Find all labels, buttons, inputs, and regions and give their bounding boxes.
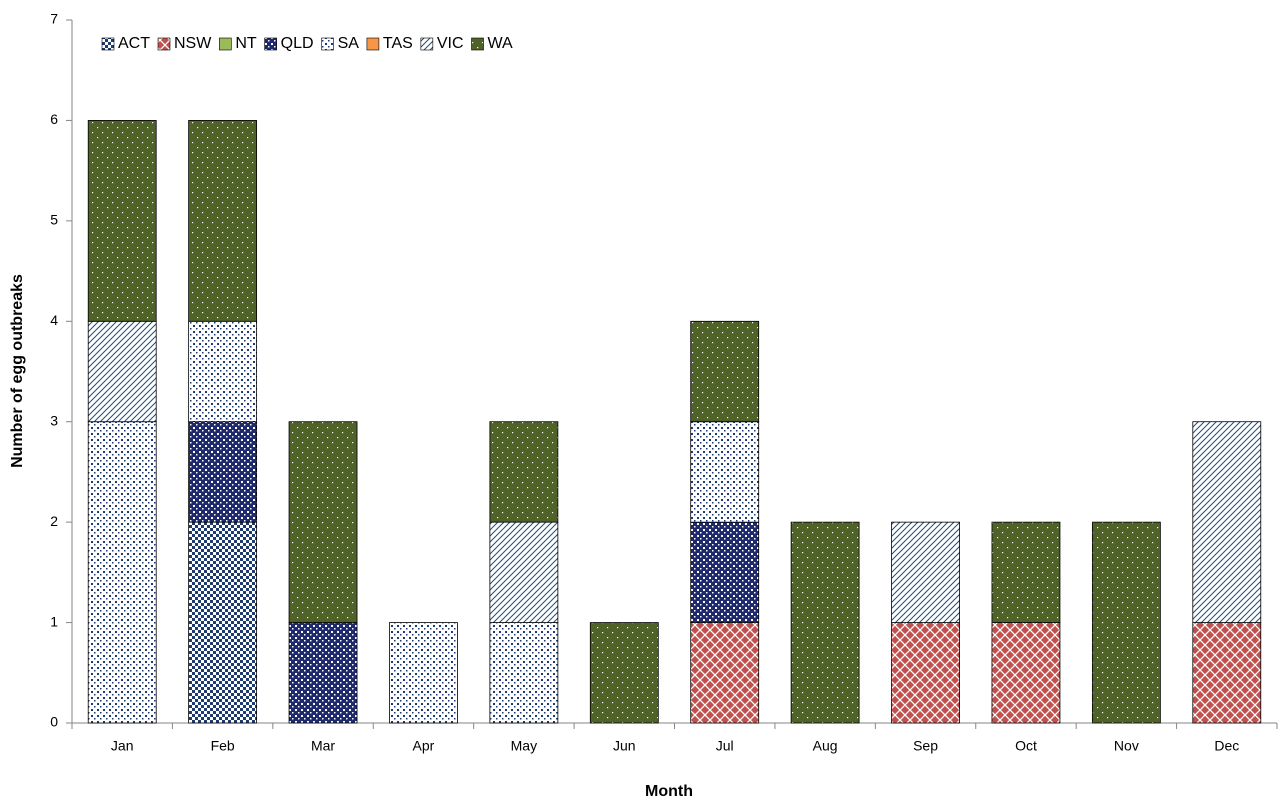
bar-segment — [891, 521, 960, 623]
x-tick-label: Mar — [311, 738, 335, 754]
x-tick-label: Sep — [913, 738, 938, 754]
y-tick-label: 1 — [50, 613, 58, 629]
bar-segment — [690, 622, 760, 724]
bar-segment — [790, 521, 860, 724]
bar-segment — [188, 521, 258, 724]
bar-segment — [87, 320, 157, 423]
bar-segment — [87, 120, 157, 322]
bar-segment — [288, 622, 358, 724]
bar-segment — [1192, 622, 1262, 724]
legend-label: NSW — [174, 35, 212, 52]
legend-label: NT — [235, 35, 257, 52]
x-tick-label: Oct — [1015, 738, 1037, 754]
bar-segment — [489, 521, 559, 623]
x-tick-label: Jun — [613, 738, 636, 754]
x-tick-label: Jul — [716, 738, 734, 754]
bar-segment — [991, 622, 1061, 724]
x-tick-label: Nov — [1114, 738, 1139, 754]
legend-swatch — [420, 37, 434, 51]
bar-segment — [489, 421, 559, 523]
legend-swatch — [366, 37, 380, 51]
bar-segment — [589, 622, 659, 724]
legend-swatch — [101, 37, 115, 51]
legend-swatch — [219, 37, 232, 51]
x-axis-label: Month — [645, 783, 693, 800]
legend-label: SA — [338, 35, 360, 52]
x-tick-label: Jan — [111, 738, 134, 754]
bar-segment — [1192, 421, 1262, 623]
x-tick-label: Feb — [211, 738, 235, 754]
bar-segment — [1091, 521, 1161, 724]
bar-segment — [690, 320, 760, 423]
bar-segment — [389, 622, 458, 724]
legend-label: VIC — [437, 35, 464, 52]
bar-segment — [188, 320, 258, 423]
x-tick-label: Apr — [413, 738, 435, 754]
y-tick-label: 5 — [50, 212, 58, 228]
bar-segment — [991, 521, 1061, 623]
legend-swatch — [157, 37, 171, 51]
bar-segment — [188, 421, 258, 523]
bar-segment — [690, 521, 760, 623]
legend-swatch — [264, 37, 277, 51]
y-tick-label: 4 — [50, 312, 58, 328]
bar-segment — [690, 421, 760, 523]
bar-segment — [188, 120, 258, 322]
y-tick-label: 0 — [50, 714, 58, 730]
y-tick-label: 3 — [50, 412, 58, 428]
y-tick-label: 2 — [50, 513, 58, 529]
bar-segment — [489, 622, 559, 724]
y-tick-label: 7 — [50, 11, 58, 27]
legend-label: TAS — [383, 35, 413, 52]
legend-label: WA — [488, 35, 514, 52]
legend-swatch — [471, 37, 484, 51]
bar-segment — [87, 421, 157, 724]
bar-segment — [288, 421, 358, 623]
x-tick-label: Aug — [813, 738, 838, 754]
y-tick-label: 6 — [50, 111, 58, 127]
bar-segment — [891, 622, 960, 724]
legend-label: ACT — [118, 35, 150, 52]
x-tick-label: Dec — [1214, 738, 1239, 754]
legend-swatch — [321, 37, 334, 51]
legend-label: QLD — [281, 35, 314, 52]
x-tick-label: May — [511, 738, 537, 754]
y-axis-label: Number of egg outbreaks — [9, 274, 26, 468]
